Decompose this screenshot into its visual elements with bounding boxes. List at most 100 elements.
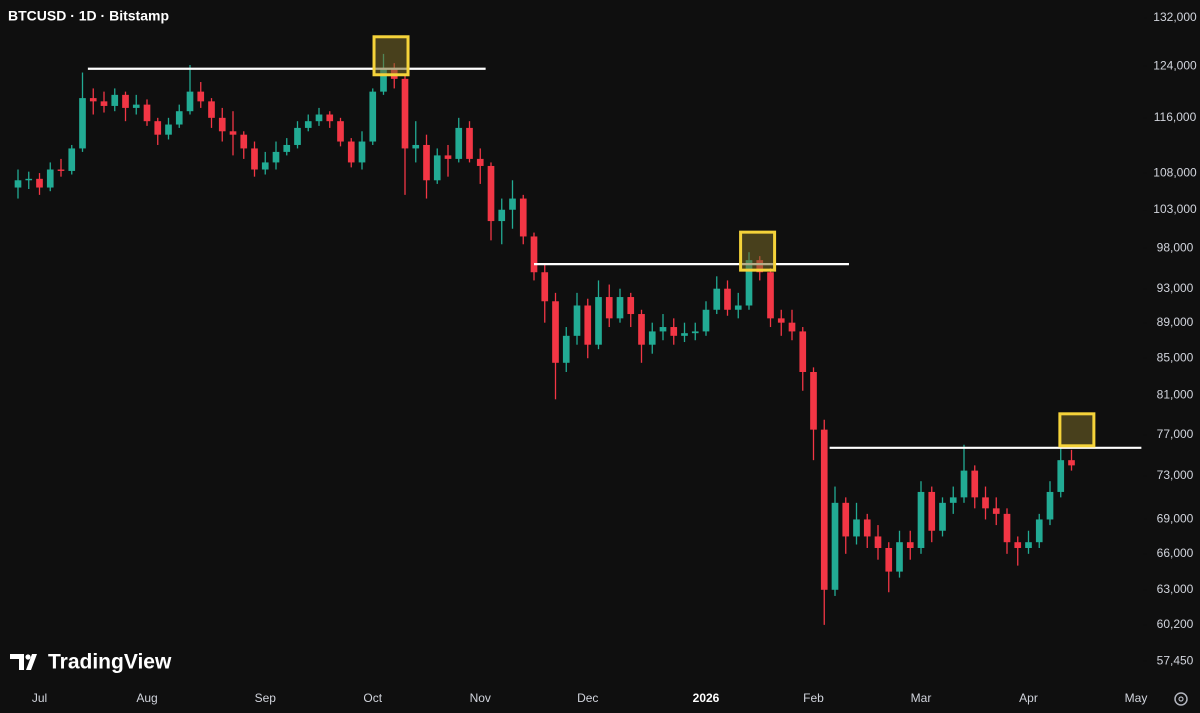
candle-body [240,134,248,149]
candle-body [229,131,237,135]
settings-icon[interactable] [1174,692,1188,706]
candle-body [358,141,366,163]
candle-body [175,111,183,125]
y-tick-label: 81,000 [1157,388,1194,402]
candle-body [971,470,979,498]
y-tick-label: 73,000 [1157,468,1194,482]
candle-body [79,98,86,149]
candle-body [820,429,828,590]
candle-body [681,333,688,336]
candle-body [584,305,592,345]
candle-body [573,305,581,336]
y-tick-label: 89,000 [1157,315,1194,329]
highlight-box [372,35,410,77]
y-tick-label: 85,000 [1157,350,1194,364]
candle-body [853,519,860,537]
gear[interactable] [1174,692,1188,706]
x-tick-label: Feb [803,691,824,705]
gear-hub[interactable] [1178,696,1184,702]
candle-body [691,331,699,334]
candle-body [842,502,850,537]
candle-body [315,114,323,122]
watermark: TradingView [48,651,172,674]
candle-body [788,322,796,332]
candle-body [401,78,409,149]
x-tick-label: Jul [32,691,47,705]
candle-body [928,491,936,531]
candle-body [595,297,602,345]
x-tick-label: Sep [255,691,277,705]
y-tick-label: 103,000 [1153,202,1197,216]
candle-body [36,178,43,188]
candle-body [444,155,452,159]
candle-body [627,297,635,315]
highlight-box [739,230,777,272]
x-tick-label: 2026 [693,691,720,705]
candle-body [100,101,108,106]
candle-body [326,114,334,122]
candle-body [777,318,785,323]
candle-body [831,502,839,590]
y-tick-label: 63,000 [1157,582,1194,596]
x-tick-label: Nov [470,691,491,705]
x-tick-label: Apr [1019,691,1038,705]
logo-dot [25,654,31,660]
candle-body [917,491,925,548]
candle-body [906,542,914,548]
candle-body [659,327,667,332]
candle-body [874,536,882,548]
y-tick-label: 108,000 [1153,165,1197,179]
x-tick-label: Oct [363,691,382,705]
candle-body [767,272,774,319]
candle-body [724,288,731,310]
candle-body [46,169,54,188]
candle-body [132,104,140,108]
candle-body [1025,542,1032,548]
candle-body [89,98,97,102]
candle-body [197,91,205,102]
candle-body [960,470,968,498]
candle-body [208,101,215,118]
candle-body [57,169,65,171]
candle-body [799,331,807,372]
candle-body [713,288,721,310]
logo-icon [10,654,37,670]
candle-body [992,508,1000,514]
y-tick-label: 69,000 [1157,512,1194,526]
candle-body [369,91,377,142]
candle-body [541,272,549,302]
candle-body [616,297,624,319]
candle-body [423,144,430,181]
candle-body [562,335,570,363]
candle-body [670,327,678,336]
y-tick-label: 57,450 [1157,653,1194,667]
chart-title: BTCUSD · 1D · Bitstamp [8,8,169,24]
candle-body [949,497,957,503]
candle-body [466,127,473,159]
candle-body [347,141,355,163]
candle-body [294,127,301,145]
candle-body [14,180,22,188]
x-tick-label: Aug [136,691,157,705]
candle-body [734,305,742,310]
candle-body [530,236,538,273]
candle-body [111,94,119,106]
x-tick-label: Mar [911,691,932,705]
candle-body [433,155,441,181]
candle-body [143,104,151,122]
candle-body [487,165,495,222]
candle-body [283,144,291,152]
candle-body [863,519,871,537]
logo [10,654,37,670]
candle-body [165,124,172,135]
candle-body [605,297,613,319]
candle-body [476,158,484,166]
candle-body [1068,460,1075,466]
candle-body [519,198,527,237]
candle-body [509,198,516,210]
y-tick-label: 60,200 [1157,617,1194,631]
candle-body [638,314,645,345]
candle-body [498,209,506,222]
candle-body [251,148,258,170]
candle-body [154,121,162,135]
